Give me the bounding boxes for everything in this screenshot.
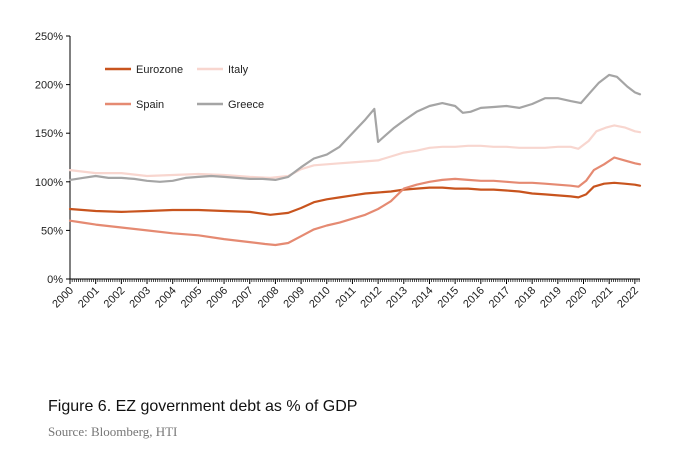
x-tick-label: 2022 [615, 285, 641, 311]
y-tick-label: 200% [35, 80, 63, 92]
x-tick-label: 2020 [564, 285, 590, 311]
x-tick-label: 2019 [538, 285, 564, 311]
figure-caption: Figure 6. EZ government debt as % of GDP [48, 398, 358, 415]
x-tick-label: 2007 [230, 285, 256, 311]
legend-label-greece: Greece [228, 99, 264, 111]
x-tick-label: 2004 [153, 285, 179, 311]
x-tick-label: 2015 [435, 285, 461, 311]
legend-label-eurozone: Eurozone [136, 64, 183, 76]
x-tick-label: 2006 [204, 285, 230, 311]
x-tick-label: 2018 [512, 285, 538, 311]
series-line-eurozone [68, 181, 642, 216]
x-tick-label: 2001 [76, 285, 102, 311]
y-tick-label: 50% [41, 225, 63, 237]
x-tick-label: 2009 [281, 285, 307, 311]
x-axis: 2000 2001 2002 2003 2004 2005 2006 2007 2008 2009… [50, 278, 641, 311]
x-tick-label: 2014 [410, 285, 436, 311]
series-layer [68, 73, 642, 247]
x-tick-label: 2003 [127, 285, 153, 311]
x-tick-label: 2002 [102, 285, 128, 311]
x-tick-label: 2017 [487, 285, 513, 311]
x-tick-label: 2011 [333, 285, 358, 310]
x-tick-label: 2008 [256, 285, 282, 311]
y-tick-label: 250% [35, 31, 63, 43]
x-tick-label: 2000 [50, 285, 76, 311]
x-tick-label: 2010 [307, 285, 333, 311]
y-axis: 0% 50% 100% 150% 200% 250% [35, 31, 71, 286]
series-line-spain [68, 156, 642, 247]
legend: Eurozone Italy Spain Greece [105, 64, 264, 111]
x-tick-label: 2005 [179, 285, 205, 311]
y-tick-label: 100% [35, 177, 63, 189]
source-note: Source: Bloomberg, HTI [48, 424, 178, 439]
debt-line-chart: 0%50%100%150%200%250% 2000 2001 2002 2003 20… [35, 31, 642, 311]
x-tick-label: 2016 [461, 285, 487, 311]
series-line-italy [68, 124, 642, 179]
legend-label-italy: Italy [228, 64, 249, 76]
y-tick-label: 150% [35, 128, 63, 140]
x-tick-label: 2013 [384, 285, 410, 311]
x-tick-label: 2021 [590, 285, 616, 311]
series-line-greece [68, 73, 642, 183]
x-tick-label: 2012 [358, 285, 384, 311]
legend-label-spain: Spain [136, 99, 164, 111]
y-tick-label: 0% [47, 274, 63, 286]
